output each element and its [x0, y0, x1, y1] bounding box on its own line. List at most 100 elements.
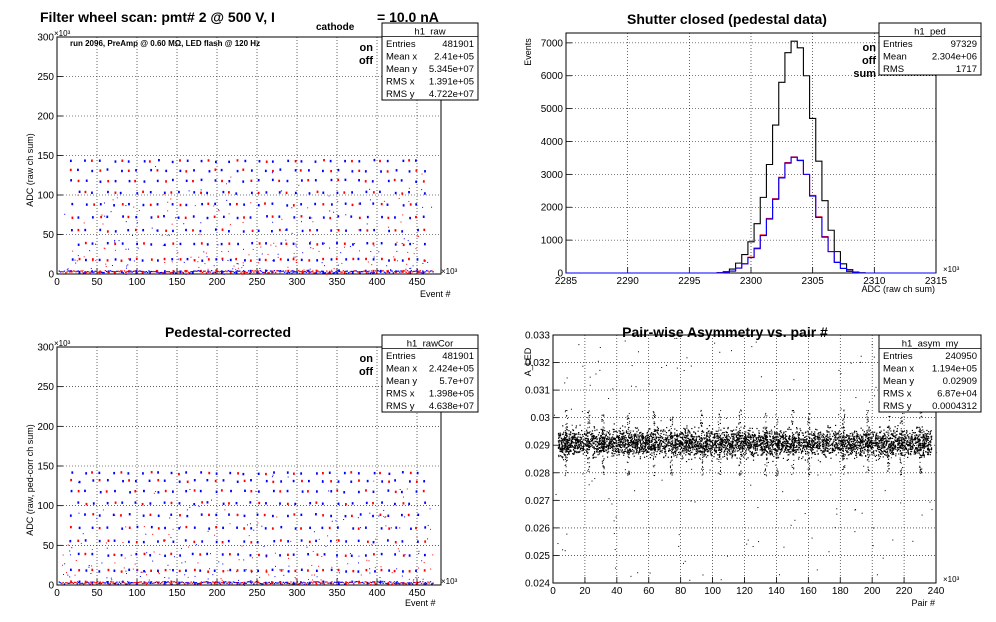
scatter-point-pedestal: [121, 270, 123, 272]
asym-point: [701, 447, 703, 449]
asym-point: [848, 438, 851, 440]
scatter-point-pedestal: [386, 270, 388, 272]
asym-point: [830, 457, 832, 459]
asym-point: [834, 437, 836, 439]
scatter-point-noise: [346, 272, 348, 274]
scatter-point-noise: [200, 582, 202, 584]
scatter-point-pedestal: [91, 271, 94, 273]
asym-point: [719, 444, 721, 446]
scatter-point-noise: [222, 563, 224, 565]
x-tick-label: 200: [864, 586, 881, 597]
scatter-point-noise: [164, 539, 166, 541]
pad-raw-ylabel: ADC (raw ch sum): [25, 133, 35, 207]
scatter-point-pedestal: [347, 272, 350, 274]
asym-point: [851, 443, 853, 446]
scatter-point-off: [77, 216, 80, 219]
scatter-point-on: [372, 191, 375, 194]
asym-point: [769, 430, 771, 433]
asym-point: [833, 450, 835, 452]
asym-point: [745, 438, 747, 440]
asym-point: [642, 448, 644, 450]
scatter-point-off: [257, 178, 260, 182]
asym-point: [787, 454, 789, 456]
scatter-point-off: [228, 160, 231, 164]
asym-point: [889, 450, 892, 452]
scatter-point-on: [98, 270, 101, 274]
asym-point: [861, 455, 863, 457]
scatter-point-noise: [256, 525, 258, 527]
scatter-point-on: [256, 270, 259, 273]
scatter-point-noise: [367, 272, 369, 274]
asym-point: [762, 427, 765, 429]
asym-point: [733, 438, 735, 440]
scatter-point-off: [236, 169, 239, 173]
asym-point: [920, 449, 922, 451]
scatter-point-pedestal: [175, 581, 177, 584]
asym-point: [848, 453, 850, 456]
asym-point: [689, 447, 691, 450]
asym-point: [758, 435, 760, 438]
asym-point: [890, 430, 892, 432]
x-tick-label: 2290: [617, 276, 640, 287]
scatter-point-pedestal: [237, 582, 240, 584]
scatter-point-pedestal: [294, 271, 296, 273]
asym-point: [798, 456, 800, 458]
asym-point: [695, 443, 697, 445]
scatter-point-noise: [229, 523, 231, 525]
asym-point: [676, 434, 678, 436]
statsbox-frame: [381, 334, 479, 413]
y-tick-label: 0.028: [525, 468, 550, 479]
asym-point: [714, 433, 716, 435]
asym-point: [864, 443, 866, 446]
scatter-point-pedestal: [104, 270, 107, 272]
asym-point: [787, 428, 789, 430]
asym-point: [610, 441, 613, 443]
y-tick-label: 200: [37, 112, 54, 123]
asym-point: [886, 455, 888, 457]
scatter-point-pedestal: [385, 272, 387, 274]
asym-point: [803, 446, 805, 448]
asym-point: [734, 439, 736, 442]
scatter-point-noise: [329, 210, 331, 212]
y-tick-label: 0.024: [525, 579, 550, 590]
scatter-point-pedestal: [219, 270, 222, 273]
asym-point: [656, 429, 658, 432]
asym-point: [665, 431, 668, 434]
scatter-point-on: [258, 553, 260, 557]
asym-point: [864, 438, 867, 441]
scatter-point-pedestal: [186, 582, 188, 584]
scatter-point-off: [235, 192, 238, 195]
asym-point: [649, 441, 651, 443]
x-tick-label: 2305: [802, 276, 825, 287]
scatter-point-pedestal: [79, 272, 81, 274]
scatter-point-pedestal: [265, 270, 268, 272]
scatter-point-noise: [277, 253, 279, 255]
asym-point: [756, 452, 758, 454]
asym-point: [733, 433, 735, 435]
scatter-point-off: [415, 159, 417, 162]
scatter-point-noise: [241, 267, 243, 269]
asym-point: [562, 459, 565, 461]
asym-point: [565, 434, 567, 436]
asym-point: [692, 449, 694, 451]
asym-point: [586, 431, 588, 433]
asym-point: [577, 441, 579, 444]
asym-point: [838, 446, 840, 449]
scatter-point-noise: [161, 584, 163, 586]
asym-point: [752, 439, 754, 441]
scatter-point-on: [192, 229, 194, 232]
asym-point: [613, 428, 615, 431]
asym-point: [731, 430, 733, 432]
asym-point: [601, 444, 603, 446]
asym-point: [698, 435, 701, 437]
scatter-point-pedestal: [65, 272, 67, 274]
scatter-point-on: [192, 179, 194, 183]
asym-point: [571, 442, 573, 444]
asym-point: [929, 440, 932, 442]
asym-point: [687, 437, 690, 440]
scatter-point-off: [149, 581, 152, 584]
asym-point: [720, 441, 722, 443]
asym-point: [627, 428, 629, 430]
scatter-point-off: [322, 216, 325, 219]
asym-point: [680, 433, 683, 435]
